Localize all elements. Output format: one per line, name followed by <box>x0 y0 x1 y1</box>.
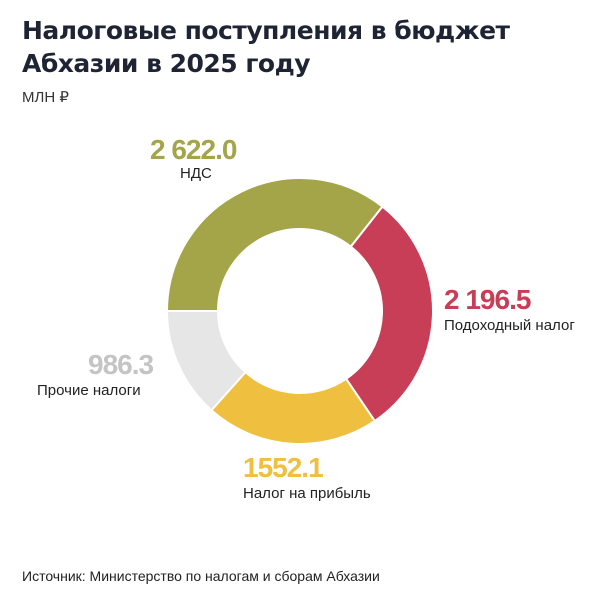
source-note: Источник: Министерство по налогам и сбор… <box>22 568 380 584</box>
value-label-profit-tax: 1552.1 <box>243 452 324 483</box>
category-label-other-taxes: Прочие налоги <box>37 382 141 399</box>
slice-nds <box>165 177 384 312</box>
slice-income-tax <box>344 205 434 423</box>
value-label-other-taxes: 986.3 <box>88 349 154 380</box>
value-label-income-tax: 2 196.5 <box>444 284 531 315</box>
slice-other-taxes <box>165 310 247 412</box>
category-label-profit-tax: Налог на прибыль <box>243 485 371 502</box>
unit-label: МЛН ₽ <box>22 89 69 106</box>
category-label-income-tax: Подоходный налог <box>444 317 575 334</box>
chart-title: Налоговые поступления в бюджет Абхазии в… <box>22 16 510 78</box>
category-label-nds: НДС <box>180 165 212 182</box>
value-label-nds: 2 622.0 <box>150 134 237 165</box>
